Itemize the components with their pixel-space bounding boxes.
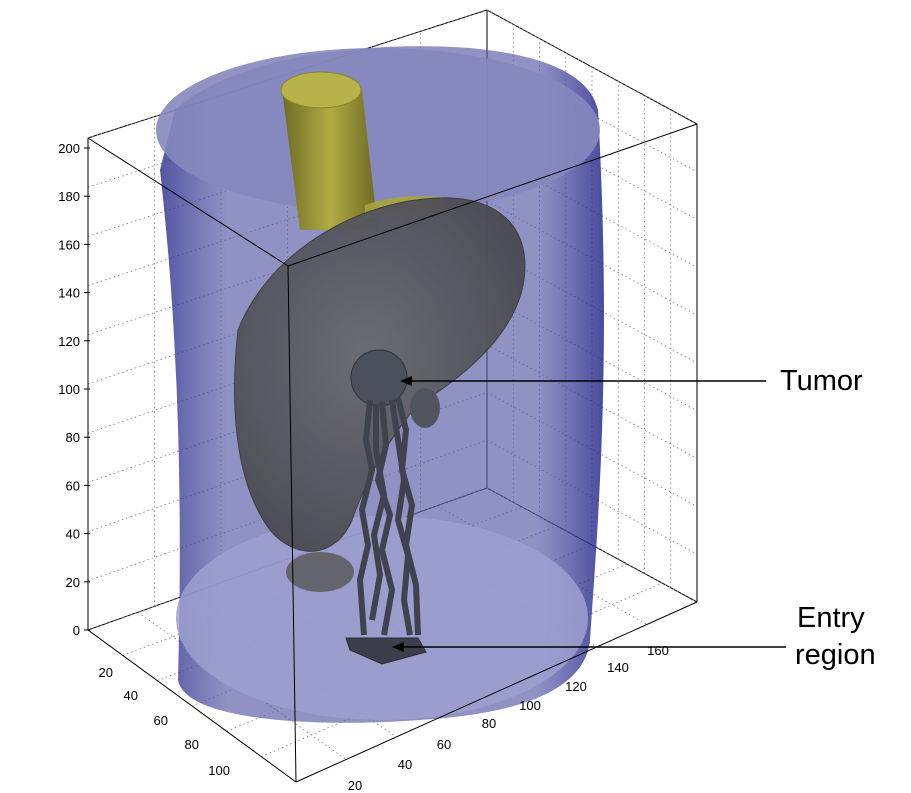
right-tick-label: 60 <box>437 737 451 752</box>
grid-line <box>486 439 698 555</box>
entry-label-line1: Entry <box>797 602 865 634</box>
left-tick-label: 80 <box>185 737 199 752</box>
tumor-arrow <box>400 376 766 386</box>
left-tick-label: 60 <box>154 713 168 728</box>
right-tick-label: 140 <box>607 660 629 675</box>
grid-line <box>486 9 698 125</box>
grid-line <box>486 392 698 507</box>
right-tick-label: 100 <box>519 698 541 713</box>
grid-line <box>261 582 663 758</box>
tumor-label: Tumor <box>780 365 863 397</box>
needle-paths <box>357 397 421 636</box>
z-tick-label: 140 <box>58 286 80 301</box>
z-tick-label: 60 <box>66 478 80 493</box>
tumor-sphere <box>350 349 408 407</box>
grid-line <box>137 611 347 760</box>
grid-line <box>486 105 698 220</box>
right-tick-label: 20 <box>348 778 362 793</box>
grid-line <box>486 200 698 316</box>
left-axis-ticks: 20 40 60 80 100 <box>99 665 230 778</box>
bounding-box-front <box>87 123 698 783</box>
entry-arrow <box>392 642 786 652</box>
right-tick-label: 160 <box>647 643 669 658</box>
left-tick-label: 20 <box>99 665 113 680</box>
z-tick-label: 40 <box>66 527 80 542</box>
grid-line <box>486 57 698 173</box>
right-tick-label: 40 <box>398 757 412 772</box>
z-tick-label: 20 <box>66 575 80 590</box>
left-tick-label: 40 <box>124 688 138 703</box>
body-bottom-cap <box>176 516 588 720</box>
grid-line <box>486 248 698 364</box>
z-tick-label: 100 <box>58 382 80 397</box>
z-tick-label: 0 <box>73 623 80 638</box>
z-tick-label: 120 <box>58 334 80 349</box>
grid-line <box>486 296 698 412</box>
z-axis-ticks: 0 20 40 60 80 100 120 140 160 180 200 <box>58 141 90 638</box>
body-top-cap <box>156 48 600 212</box>
right-tick-label: 120 <box>565 679 587 694</box>
grid-line <box>486 344 698 459</box>
left-tick-label: 100 <box>208 763 230 778</box>
entry-region-base <box>345 637 427 665</box>
z-tick-label: 80 <box>66 430 80 445</box>
z-tick-label: 200 <box>58 141 80 156</box>
z-tick-label: 160 <box>58 237 80 252</box>
grid-line <box>486 153 698 268</box>
z-tick-label: 180 <box>58 189 80 204</box>
entry-label-line2: region <box>795 639 876 671</box>
right-tick-label: 80 <box>482 716 496 731</box>
right-axis-ticks: 20 40 60 80 100 120 140 160 <box>348 643 669 793</box>
